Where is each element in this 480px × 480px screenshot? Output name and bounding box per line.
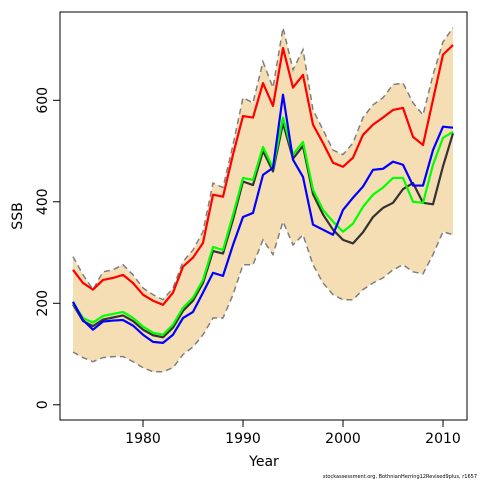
x-tick-label: 1980	[125, 431, 161, 447]
series-line	[72, 93, 454, 344]
y-tick-label: 0	[35, 400, 51, 409]
band-edge	[72, 219, 454, 373]
x-tick-label: 2010	[425, 431, 461, 447]
series-line	[72, 116, 454, 336]
y-tick-label: 400	[35, 188, 51, 215]
x-tick-label: 2000	[325, 431, 361, 447]
y-axis-label: SSB	[10, 202, 26, 229]
series-line	[72, 122, 455, 339]
plot-frame	[59, 11, 468, 421]
y-tick-label: 200	[35, 290, 51, 317]
confidence-band	[73, 27, 453, 372]
x-axis-label: Year	[248, 454, 279, 470]
x-tick-label: 1990	[225, 431, 261, 447]
band-edge	[72, 27, 454, 301]
series-line	[72, 44, 454, 306]
source-note: stockassessment.org, BothnianHerring12Re…	[323, 474, 477, 480]
y-tick-label: 600	[35, 87, 51, 114]
